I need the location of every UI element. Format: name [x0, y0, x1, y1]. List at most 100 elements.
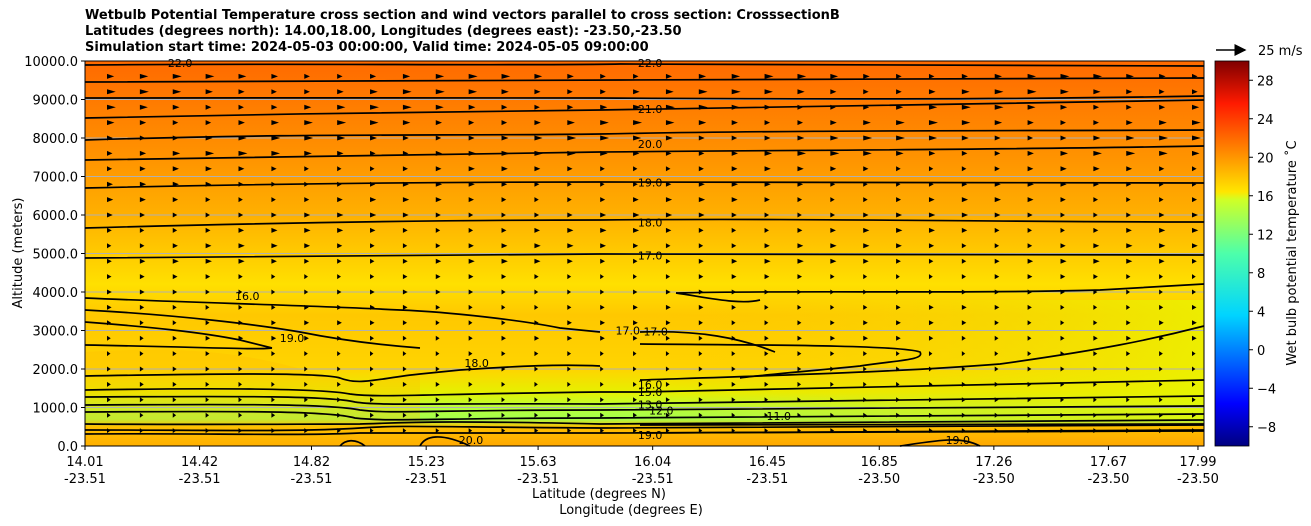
wind-vector	[633, 351, 637, 357]
wind-vector	[139, 104, 148, 110]
wind-vector	[567, 104, 574, 110]
wind-vector	[797, 320, 802, 326]
wind-vector	[238, 397, 242, 403]
wind-vector	[172, 335, 177, 341]
wind-vector	[731, 274, 737, 280]
wind-vector	[896, 320, 901, 326]
wind-vector	[665, 366, 670, 372]
wind-vector	[107, 197, 114, 203]
wind-vector	[402, 227, 408, 233]
wind-vector	[468, 304, 473, 310]
wind-vector	[797, 243, 804, 249]
wind-vector	[567, 135, 577, 141]
x-tick-label-lat: 15.63	[519, 455, 556, 470]
wind-vector	[1093, 89, 1101, 95]
colorbar-tick-label: 24	[1257, 113, 1274, 128]
wind-vector	[1060, 166, 1067, 172]
wind-vector	[1159, 212, 1165, 218]
wind-vector	[304, 335, 309, 341]
wind-vector	[896, 135, 905, 141]
wind-vector	[1027, 212, 1033, 218]
wind-vector	[1192, 227, 1199, 233]
wind-vector	[271, 197, 276, 203]
wind-vector	[238, 351, 243, 357]
wind-vector	[534, 243, 541, 249]
wind-vector	[370, 335, 374, 341]
wind-vector	[1060, 135, 1067, 141]
wind-vector	[435, 120, 443, 126]
wind-vector	[534, 181, 540, 187]
wind-vector	[304, 73, 310, 79]
isotherm-contour	[84, 63, 1205, 67]
wind-vector	[994, 227, 1000, 233]
wind-vector	[600, 73, 606, 79]
wind-vector	[402, 289, 408, 295]
wind-vector	[205, 258, 212, 264]
wind-vector	[600, 366, 604, 372]
isotherm-contour	[639, 343, 922, 379]
contour-label: 13.0	[638, 398, 663, 411]
wind-vector	[304, 150, 312, 156]
wind-vector	[534, 397, 538, 403]
wind-vector	[1060, 320, 1065, 326]
wind-vector	[665, 412, 670, 418]
wind-vector	[665, 166, 671, 172]
wind-vector	[402, 73, 411, 79]
wind-vector	[633, 274, 637, 280]
wind-vector	[1060, 150, 1068, 156]
wind-vector	[304, 412, 309, 418]
wind-vector	[370, 381, 374, 387]
x-tick-label-lat: 16.85	[861, 455, 898, 470]
wind-vector	[633, 335, 638, 341]
wind-vector	[468, 89, 478, 95]
wind-vector	[501, 320, 506, 326]
wind-vector	[961, 104, 971, 110]
wind-vector	[534, 166, 541, 172]
wind-vector	[896, 274, 900, 280]
wind-vector	[896, 243, 902, 249]
wind-vector	[534, 289, 539, 295]
wind-vector	[534, 258, 541, 264]
wind-vector	[1060, 304, 1065, 310]
wind-vector	[863, 274, 868, 280]
wind-vector	[501, 381, 506, 387]
wind-vector	[370, 150, 376, 156]
wind-vector	[271, 289, 276, 295]
wind-vector	[896, 335, 901, 341]
wind-vector	[567, 381, 571, 387]
wind-vector	[928, 243, 935, 249]
wind-vector	[205, 120, 212, 126]
contour-label: 19.0	[638, 429, 663, 442]
wind-vector	[370, 412, 374, 418]
wind-vector	[797, 304, 802, 310]
wind-vector	[271, 243, 278, 249]
wind-vector	[896, 197, 902, 203]
wind-vector	[896, 227, 903, 233]
wind-vector	[600, 89, 606, 95]
wind-vector	[1126, 243, 1133, 249]
wind-vector	[1159, 243, 1166, 249]
wind-vector	[600, 120, 609, 126]
wind-vector	[139, 412, 144, 418]
wind-vector	[928, 104, 938, 110]
wind-vector	[698, 274, 704, 280]
wind-vector	[534, 212, 540, 218]
wind-vector	[1126, 212, 1131, 218]
wind-vector	[402, 428, 407, 434]
wind-vector	[1093, 397, 1097, 403]
wind-vector	[567, 181, 572, 187]
isotherm-contour	[84, 181, 1205, 189]
wind-vector	[797, 212, 802, 218]
isotherm-contour	[84, 379, 1205, 397]
wind-vector	[731, 135, 738, 141]
wind-vector	[600, 428, 605, 434]
wind-vector	[1159, 120, 1167, 126]
wind-vector	[863, 197, 868, 203]
wind-vector	[665, 351, 670, 357]
wind-vector	[501, 258, 508, 264]
wind-vector	[107, 274, 112, 280]
wind-vector	[238, 381, 242, 387]
wind-vector	[238, 166, 245, 172]
wind-vector	[238, 227, 245, 233]
wind-vector	[633, 104, 642, 110]
